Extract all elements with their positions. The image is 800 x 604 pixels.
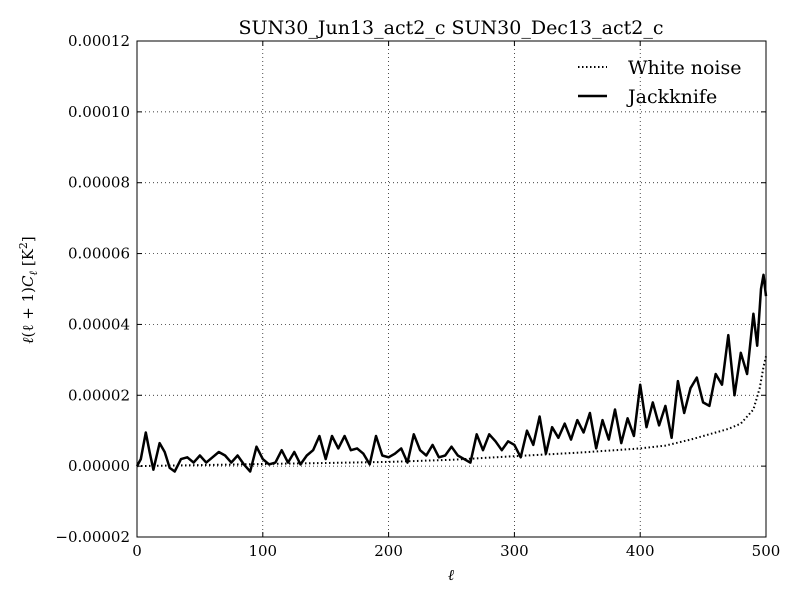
y-tick-label: −0.00002 — [55, 528, 130, 546]
x-tick-label: 200 — [374, 542, 403, 560]
plot-area — [137, 41, 766, 537]
x-tick-label: 0 — [132, 542, 142, 560]
x-tick-label: 300 — [500, 542, 529, 560]
legend-jackknife-label: Jackknife — [626, 86, 717, 108]
y-tick-label: 0.00000 — [68, 457, 130, 475]
legend-white-noise-label: White noise — [628, 57, 742, 79]
y-tick-label: 0.00012 — [68, 32, 130, 50]
y-axis-ticks: −0.00002 0.00000 0.00002 0.00004 0.00006 0.00… — [55, 32, 766, 546]
y-axis-label-ell: ℓ — [19, 338, 37, 344]
x-tick-label: 100 — [248, 542, 277, 560]
series-line-white-noise — [136, 356, 767, 468]
chart-title: SUN30_Jun13_act2_c SUN30_Dec13_act2_c — [239, 17, 664, 39]
x-axis-label: ℓ — [448, 566, 454, 584]
x-axis-ticks: 0 100 200 300 400 500 — [132, 41, 780, 560]
series-line-jackknife — [135, 273, 768, 473]
x-tick-label: 400 — [626, 542, 655, 560]
y-tick-label: 0.00006 — [68, 245, 130, 263]
series-layer — [135, 273, 768, 473]
y-axis-label-c: C — [19, 275, 37, 287]
x-tick-label: 500 — [752, 542, 781, 560]
y-axis-label-unit-close: ] — [19, 236, 37, 242]
y-tick-label: 0.00008 — [68, 174, 130, 192]
y-axis-label: ℓ(ℓ + 1)Cℓ [K2] — [17, 236, 40, 344]
y-tick-label: 0.00010 — [68, 103, 130, 121]
y-axis-label-unit-open: [K — [19, 248, 37, 271]
plot-frame — [136, 40, 767, 538]
legend: White noise Jackknife — [578, 57, 742, 108]
y-axis-label-mid: (ℓ + 1) — [19, 287, 37, 338]
y-axis-label-superscript: 2 — [17, 242, 30, 249]
y-axis-label-subscript: ℓ — [27, 271, 40, 276]
y-tick-label: 0.00004 — [68, 315, 130, 333]
y-tick-label: 0.00002 — [68, 386, 130, 404]
